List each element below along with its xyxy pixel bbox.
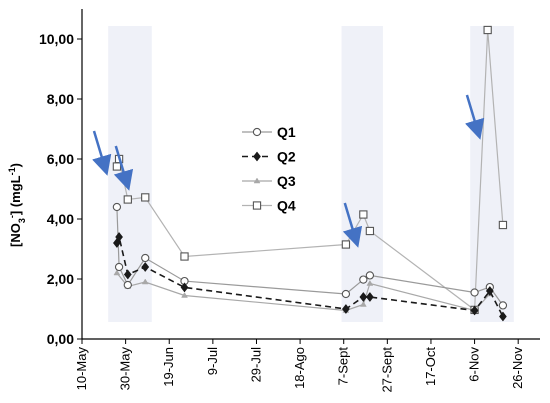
y-tick-label: 4,00 bbox=[47, 211, 74, 227]
legend-label-q3: Q3 bbox=[277, 173, 296, 189]
series-lines bbox=[112, 25, 508, 322]
series-q1-point bbox=[123, 280, 132, 290]
legend: Q1 Q2 Q3 Q4 bbox=[242, 124, 296, 214]
x-tick-label: 10-May bbox=[74, 347, 89, 391]
ylabel-sup1: - bbox=[7, 215, 17, 218]
ylabel-main: [NO bbox=[8, 223, 23, 247]
legend-marker-q2 bbox=[253, 151, 261, 162]
x-tick-label: 30-May bbox=[118, 347, 133, 391]
legend-marker-q1 bbox=[252, 127, 262, 137]
series-q4-point bbox=[180, 252, 189, 261]
annotation-arrow-3 bbox=[342, 202, 363, 248]
series-q4-point bbox=[365, 226, 375, 236]
series-q4-point bbox=[483, 25, 492, 35]
series-q4-point bbox=[341, 240, 351, 249]
series-q3-point bbox=[141, 278, 149, 285]
series-q2-point bbox=[115, 231, 123, 243]
series-q4-point bbox=[498, 220, 508, 230]
series-q2-point bbox=[365, 291, 374, 303]
x-tick-label: 9-Jul bbox=[205, 347, 220, 375]
series-q1-point bbox=[359, 275, 368, 284]
x-tick-labels: 10-May 30-May 19-Jun 9-Jul 29-Jul 18-Ago 7-Sep… bbox=[74, 339, 525, 393]
legend-marker-q3 bbox=[253, 177, 261, 184]
series-q2-line bbox=[116, 234, 504, 317]
y-axis-label: [NO3-] (mgL-1) bbox=[7, 163, 27, 247]
legend-marker-q4 bbox=[252, 201, 262, 210]
series-q1-line bbox=[116, 206, 504, 306]
series-q4-point bbox=[123, 195, 132, 204]
axes bbox=[81, 9, 540, 340]
series-q2-point bbox=[180, 282, 189, 293]
y-tick-label: 0,00 bbox=[47, 331, 74, 347]
series-q2-point bbox=[485, 285, 494, 297]
annotation-arrow-4 bbox=[465, 94, 485, 140]
annotation-arrow-1 bbox=[92, 130, 112, 176]
series-q3-point bbox=[359, 301, 367, 307]
series-q1-point bbox=[365, 271, 375, 280]
series-q2-point bbox=[499, 311, 507, 322]
ylabel-close: ) bbox=[8, 163, 23, 167]
y-tick-labels: 0,00 2,00 4,00 6,00 8,00 10,00 bbox=[39, 31, 82, 347]
annotation-arrows bbox=[92, 94, 485, 248]
series-q2-point bbox=[359, 291, 368, 303]
x-tick-label: 18-Ago bbox=[292, 347, 307, 389]
highlight-band-2 bbox=[341, 26, 383, 322]
series-q1-point bbox=[114, 262, 124, 272]
annotation-arrow-2 bbox=[113, 145, 134, 191]
series-q1-point bbox=[498, 301, 508, 310]
series-q2-point bbox=[341, 303, 350, 315]
x-tick-label: 27-Sept bbox=[379, 347, 394, 393]
legend-label-q2: Q2 bbox=[277, 149, 296, 165]
series-q4 bbox=[112, 25, 508, 315]
series-q2-point bbox=[470, 305, 479, 316]
x-tick-label: 19-Jun bbox=[161, 347, 176, 387]
series-q1-point bbox=[141, 253, 150, 263]
series-q1 bbox=[112, 202, 508, 310]
series-q1-point bbox=[112, 202, 122, 212]
series-q2 bbox=[112, 231, 507, 322]
series-q1-point bbox=[341, 289, 351, 299]
ylabel-rest: ] (mgL bbox=[8, 175, 23, 215]
series-q2-point bbox=[123, 269, 132, 280]
series-q1-point bbox=[470, 288, 479, 297]
series-q4-line bbox=[116, 29, 504, 312]
ylabel-sup2: -1 bbox=[7, 167, 17, 175]
x-tick-label: 7-Sept bbox=[336, 347, 351, 386]
series-q3-point bbox=[181, 292, 188, 298]
y-tick-label: 8,00 bbox=[47, 91, 74, 107]
series-q3-point bbox=[366, 280, 374, 286]
legend-label-q1: Q1 bbox=[277, 124, 296, 140]
x-tick-label: 29-Jul bbox=[248, 347, 263, 383]
y-tick-label: 10,00 bbox=[39, 31, 74, 47]
highlight-bands bbox=[108, 26, 514, 322]
ylabel-sub: 3 bbox=[17, 218, 27, 223]
series-q4-point bbox=[359, 210, 368, 219]
series-q3-point bbox=[113, 269, 121, 276]
legend-label-q4: Q4 bbox=[277, 198, 296, 214]
series-q4-point bbox=[141, 193, 150, 202]
highlight-band-3 bbox=[470, 26, 514, 322]
x-tick-label: 17-Oct bbox=[423, 347, 438, 386]
x-tick-label: 26-Nov bbox=[510, 347, 525, 389]
series-q4-point bbox=[112, 162, 122, 171]
highlight-band-1 bbox=[108, 26, 152, 322]
y-tick-label: 6,00 bbox=[47, 151, 74, 167]
y-tick-label: 2,00 bbox=[47, 271, 74, 287]
series-q2-point bbox=[141, 261, 150, 273]
x-tick-label: 6-Nov bbox=[467, 347, 482, 382]
